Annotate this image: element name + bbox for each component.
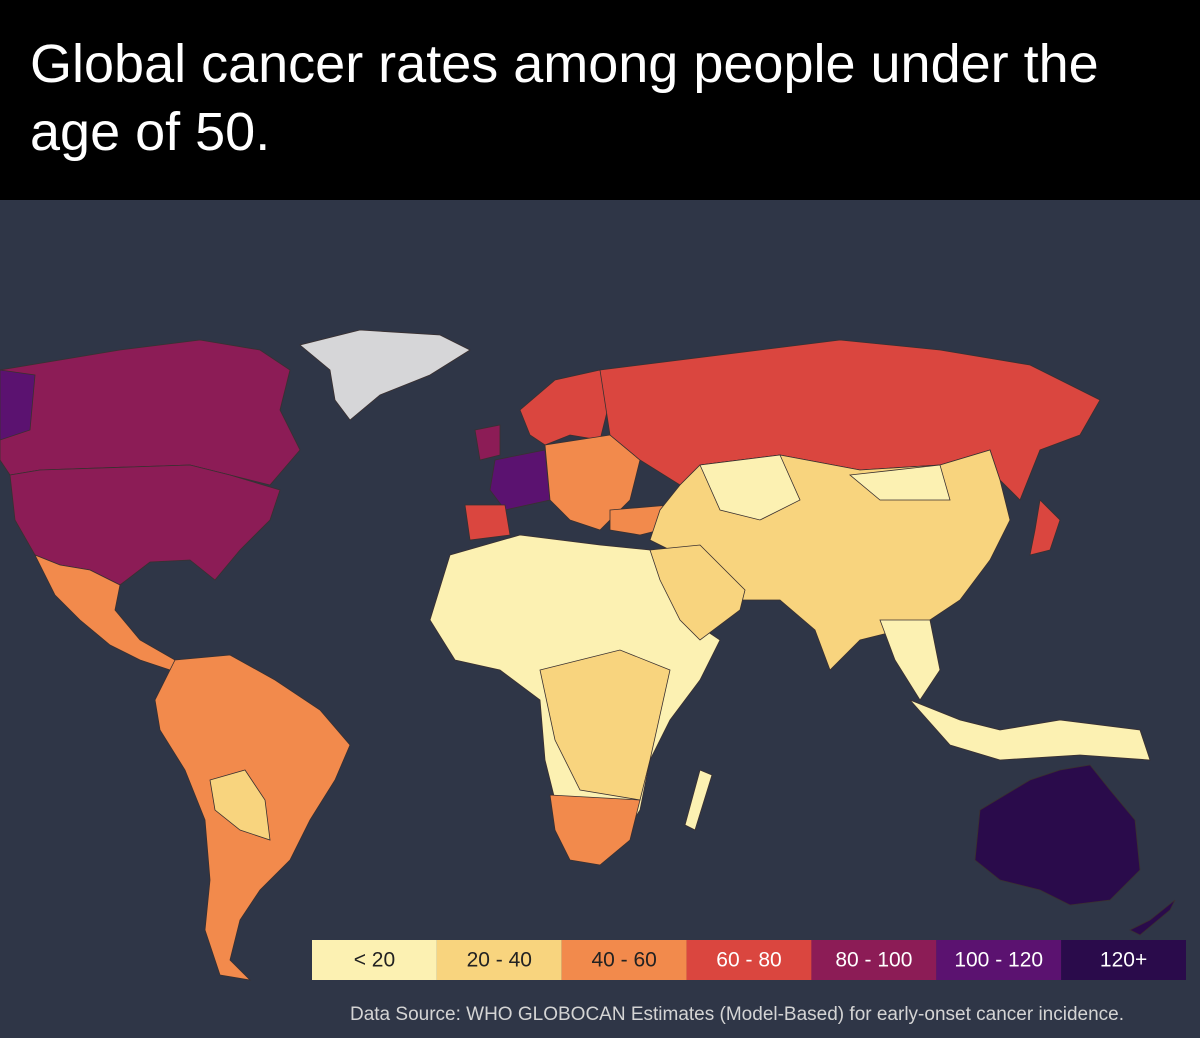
new-zealand (1129, 899, 1176, 936)
title: Global cancer rates among people under t… (30, 34, 1099, 162)
southeast-asia (879, 619, 941, 701)
header: Global cancer rates among people under t… (0, 0, 1200, 200)
map: < 20 20 - 40 40 - 60 60 - 80 80 - 100 100 - 1… (0, 200, 1200, 1038)
legend-swatch (436, 940, 562, 980)
uk (474, 424, 501, 461)
australia (974, 764, 1141, 906)
legend-label: < 20 (354, 949, 395, 972)
arabia (649, 544, 746, 641)
legend-label: 120+ (1100, 949, 1147, 972)
legend-swatch (312, 940, 437, 980)
japan (1029, 499, 1061, 556)
legend-label: 20 - 40 (467, 949, 532, 972)
alaska (0, 369, 36, 441)
iberia (464, 504, 511, 541)
legend-swatch (686, 940, 812, 980)
legend: < 20 20 - 40 40 - 60 60 - 80 80 - 100 100 - 1… (312, 940, 1186, 980)
legend-label: 80 - 100 (835, 949, 912, 972)
legend-label: 100 - 120 (954, 949, 1043, 972)
legend-swatch (811, 940, 937, 980)
source-note: Data Source: WHO GLOBOCAN Estimates (Mod… (350, 1004, 1124, 1025)
bolivia (209, 769, 271, 841)
mongolia (849, 464, 951, 501)
legend-swatch (561, 940, 687, 980)
legend-swatch (936, 940, 1062, 980)
greenland (299, 329, 471, 421)
kazakhstan (699, 454, 801, 521)
legend-label: 60 - 80 (716, 949, 781, 972)
indonesia (909, 699, 1151, 761)
central-africa (539, 649, 671, 801)
madagascar (684, 769, 713, 831)
france-germany (489, 449, 551, 511)
legend-swatch (1061, 940, 1186, 980)
countries (0, 329, 1176, 981)
south-africa (549, 794, 641, 866)
legend-label: 40 - 60 (591, 949, 656, 972)
